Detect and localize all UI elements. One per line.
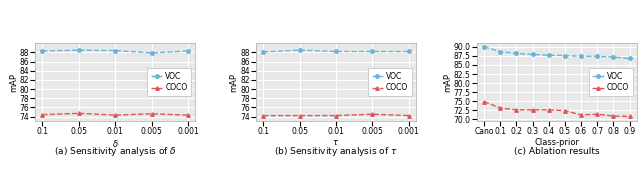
VOC	[577, 55, 585, 57]
COCO	[577, 114, 585, 116]
Title: (b) Sensitivity analysis of $\tau$: (b) Sensitivity analysis of $\tau$	[274, 145, 398, 158]
COCO	[332, 115, 340, 117]
Line: COCO: COCO	[483, 100, 631, 118]
VOC	[111, 49, 119, 52]
VOC	[609, 56, 617, 58]
Legend: VOC, COCO: VOC, COCO	[147, 68, 191, 96]
COCO	[75, 112, 83, 114]
Y-axis label: mAP: mAP	[443, 73, 452, 92]
COCO	[497, 107, 504, 109]
Legend: VOC, COCO: VOC, COCO	[589, 68, 633, 96]
VOC	[405, 51, 413, 53]
Y-axis label: mAP: mAP	[9, 73, 18, 92]
X-axis label: Class-prior: Class-prior	[534, 138, 579, 147]
VOC	[296, 49, 303, 51]
VOC	[369, 51, 376, 53]
COCO	[513, 109, 520, 111]
VOC	[259, 51, 267, 53]
X-axis label: $\delta$: $\delta$	[112, 138, 118, 149]
VOC	[75, 49, 83, 51]
COCO	[545, 109, 552, 111]
COCO	[296, 115, 303, 117]
Line: COCO: COCO	[262, 112, 410, 117]
VOC	[38, 50, 46, 52]
COCO	[529, 109, 536, 111]
VOC	[497, 51, 504, 53]
VOC	[593, 55, 601, 57]
COCO	[480, 101, 488, 103]
COCO	[148, 113, 156, 115]
COCO	[609, 115, 617, 117]
VOC	[529, 53, 536, 56]
Title: (a) Sensitivity analysis of $\delta$: (a) Sensitivity analysis of $\delta$	[54, 145, 177, 158]
COCO	[111, 114, 119, 116]
Title: (c) Ablation results: (c) Ablation results	[514, 147, 600, 156]
COCO	[561, 110, 569, 112]
COCO	[259, 115, 267, 117]
X-axis label: $\tau$: $\tau$	[332, 138, 340, 147]
VOC	[561, 54, 569, 57]
Line: VOC: VOC	[483, 45, 631, 60]
Y-axis label: mAP: mAP	[230, 73, 239, 92]
VOC	[148, 52, 156, 54]
Legend: VOC, COCO: VOC, COCO	[368, 68, 412, 96]
Line: COCO: COCO	[41, 112, 189, 117]
COCO	[405, 115, 413, 117]
VOC	[184, 50, 192, 52]
VOC	[545, 54, 552, 56]
Line: VOC: VOC	[41, 48, 189, 55]
COCO	[38, 114, 46, 116]
COCO	[369, 113, 376, 115]
VOC	[626, 57, 634, 60]
COCO	[593, 113, 601, 115]
COCO	[626, 115, 634, 117]
VOC	[332, 51, 340, 53]
VOC	[513, 52, 520, 54]
COCO	[184, 114, 192, 116]
Line: VOC: VOC	[262, 48, 410, 54]
VOC	[480, 46, 488, 48]
